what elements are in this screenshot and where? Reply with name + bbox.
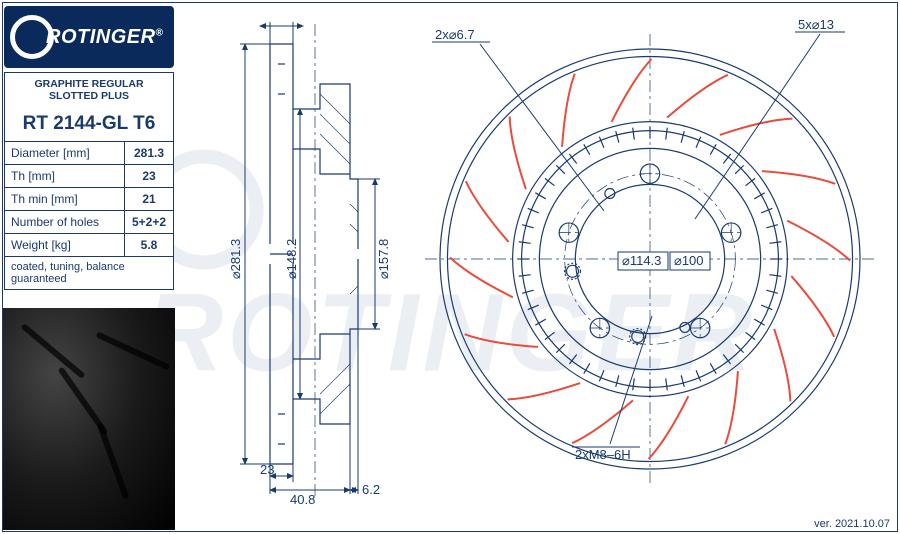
svg-text:40.8: 40.8 bbox=[290, 492, 315, 507]
logo-ring-icon bbox=[10, 15, 54, 59]
svg-text:⌀148.2: ⌀148.2 bbox=[284, 239, 299, 279]
spec-table: GRAPHITE REGULAR SLOTTED PLUS RT 2144-GL… bbox=[4, 72, 174, 290]
svg-text:⌀281.3: ⌀281.3 bbox=[228, 239, 243, 279]
svg-text:2xM8–6H: 2xM8–6H bbox=[575, 447, 631, 462]
spec-label: Diameter [mm] bbox=[5, 142, 125, 164]
svg-text:⌀100: ⌀100 bbox=[674, 253, 704, 268]
part-number: RT 2144-GL T6 bbox=[5, 107, 173, 141]
table-row: Diameter [mm] 281.3 bbox=[5, 142, 173, 165]
series-name: GRAPHITE REGULAR SLOTTED PLUS bbox=[5, 73, 173, 107]
table-row: Th min [mm] 21 bbox=[5, 188, 173, 211]
side-section-view: ⌀281.3 ⌀148.2 ⌀157.8 23 40.8 6.2 bbox=[228, 22, 391, 507]
spec-label: Th min [mm] bbox=[5, 188, 125, 210]
spec-label: Number of holes bbox=[5, 211, 125, 233]
svg-text:⌀157.8: ⌀157.8 bbox=[376, 239, 391, 279]
brand-logo: ROTINGER® bbox=[4, 6, 174, 68]
svg-text:⌀114.3: ⌀114.3 bbox=[622, 253, 661, 268]
spec-note: coated, tuning, balance guaranteed bbox=[5, 257, 173, 289]
brand-name: ROTINGER® bbox=[46, 26, 163, 49]
table-row: Weight [kg] 5.8 bbox=[5, 234, 173, 257]
table-row: Th [mm] 23 bbox=[5, 165, 173, 188]
product-photo bbox=[3, 308, 175, 530]
table-row: Number of holes 5+2+2 bbox=[5, 211, 173, 234]
spec-value: 21 bbox=[125, 188, 173, 210]
svg-text:23: 23 bbox=[260, 462, 274, 477]
spec-label: Weight [kg] bbox=[5, 234, 125, 256]
svg-text:2x⌀6.7: 2x⌀6.7 bbox=[435, 27, 475, 42]
spec-label: Th [mm] bbox=[5, 165, 125, 187]
callouts: 2x⌀6.7 5x⌀13 2xM8–6H ⌀114.3 ⌀100 bbox=[432, 17, 845, 462]
spec-value: 281.3 bbox=[125, 142, 173, 164]
spec-value: 5.8 bbox=[125, 234, 173, 256]
spec-value: 23 bbox=[125, 165, 173, 187]
spec-value: 5+2+2 bbox=[125, 211, 173, 233]
svg-text:5x⌀13: 5x⌀13 bbox=[798, 17, 834, 32]
svg-text:6.2: 6.2 bbox=[362, 482, 380, 497]
version-label: ver. 2021.10.07 bbox=[814, 518, 890, 530]
technical-drawing: ⌀281.3 ⌀148.2 ⌀157.8 23 40.8 6.2 bbox=[180, 4, 896, 514]
